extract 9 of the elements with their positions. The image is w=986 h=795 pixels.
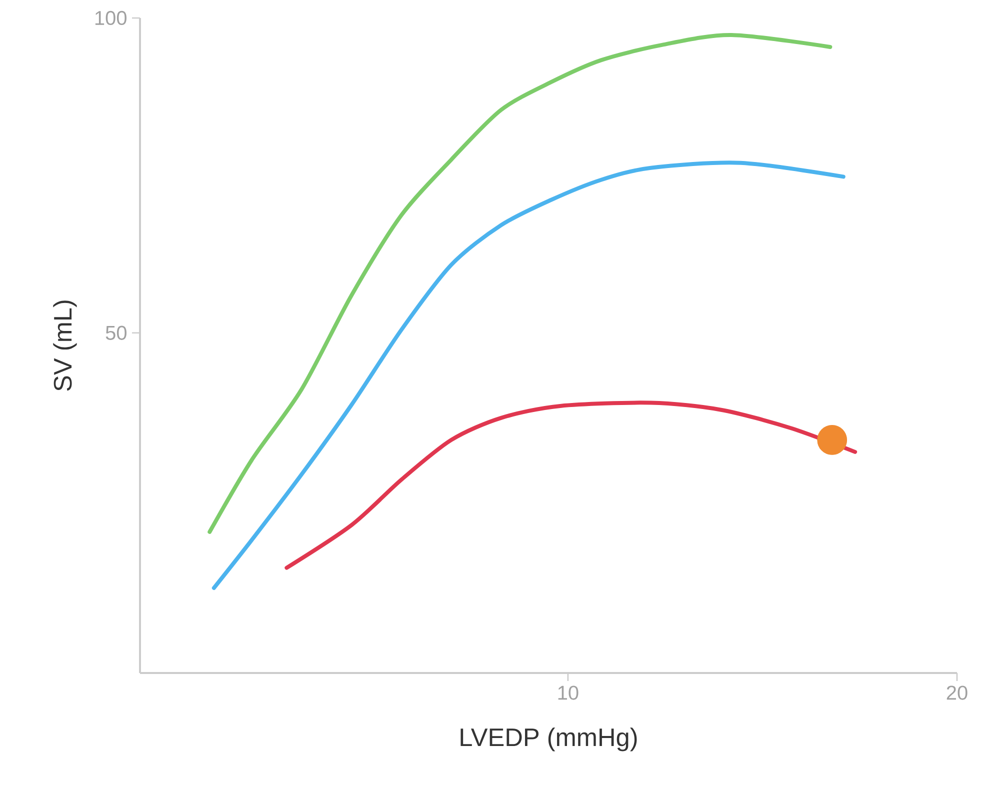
line-series <box>212 160 846 590</box>
x-axis-title: LVEDP (mmHg) <box>460 728 637 752</box>
x-tick-label: 10 <box>558 686 578 700</box>
line-series <box>208 32 832 534</box>
y-tick-label: 50 <box>106 326 126 340</box>
x-tick-label: 20 <box>946 686 968 700</box>
y-axis-title: SV (mL) <box>53 300 77 391</box>
y-tick-label: 100 <box>95 10 126 26</box>
line-series <box>284 400 858 570</box>
